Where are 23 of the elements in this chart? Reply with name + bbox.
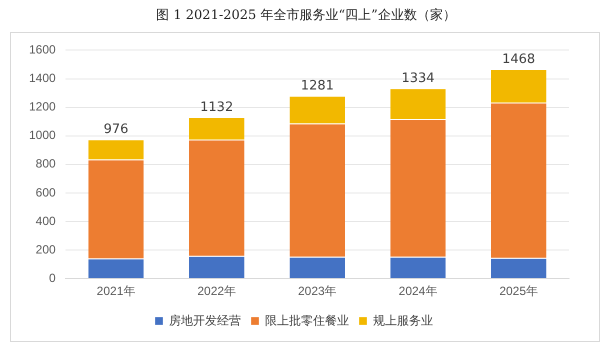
x-tick-label: 2022年 [197, 284, 236, 298]
x-tick-label: 2021年 [96, 284, 136, 298]
y-tick-label: 1200 [28, 100, 56, 114]
y-tick-label: 600 [36, 185, 56, 200]
chart-title: 图 1 2021-2025 年全市服务业“四上”企业数（家） [155, 7, 457, 24]
x-tick-label: 2025年 [499, 284, 538, 298]
total-label: 1281 [300, 78, 334, 94]
y-tick-label: 1600 [28, 42, 56, 57]
y-tick-label: 400 [36, 214, 56, 228]
legend-label: 规上服务业 [373, 313, 433, 328]
y-tick-label: 1400 [28, 71, 56, 86]
total-label: 976 [104, 122, 128, 138]
total-label: 1132 [200, 100, 234, 115]
y-tick-label: 800 [36, 156, 56, 171]
y-tick-label: 1000 [28, 128, 56, 142]
legend-label: 限上批零住餐业 [265, 313, 349, 328]
x-tick-label: 2024年 [398, 284, 438, 298]
y-tick-label: 0 [49, 270, 56, 285]
x-tick-label: 2023年 [298, 284, 337, 298]
total-label: 1334 [401, 71, 435, 86]
legend-label: 房地开发经营 [169, 313, 241, 328]
total-label: 1468 [502, 52, 536, 67]
y-tick-label: 200 [36, 242, 56, 256]
